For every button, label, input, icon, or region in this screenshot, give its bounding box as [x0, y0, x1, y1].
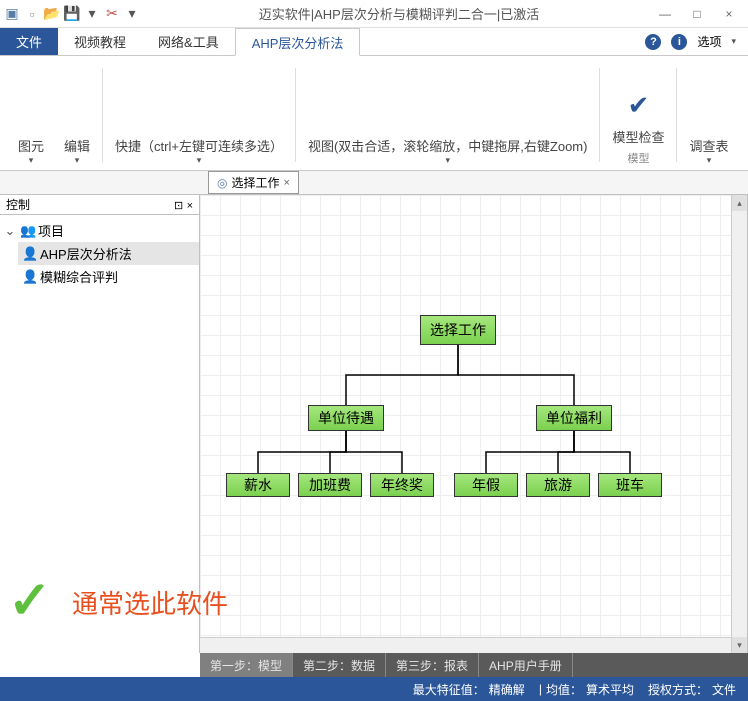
- chevron-down-icon: ▾: [29, 155, 34, 166]
- chevron-down-icon: ▾: [707, 155, 712, 166]
- status-eigenvalue-value: 精确解: [489, 681, 525, 698]
- step-manual[interactable]: AHP用户手册: [479, 653, 573, 677]
- ribbon-group-quick[interactable]: 快捷（ctrl+左键可连续多选） ▾: [105, 60, 293, 170]
- status-eigenvalue-label: 最大特征值：: [413, 681, 485, 698]
- person-icon: 👤: [22, 246, 36, 262]
- close-panel-icon[interactable]: ×: [187, 200, 193, 212]
- options-link[interactable]: 选项: [697, 33, 721, 50]
- ribbon-group-element[interactable]: 图元 ▾: [8, 60, 54, 170]
- qat-dropdown-icon[interactable]: ▾: [84, 6, 100, 22]
- canvas-area: 选择工作单位待遇 单位福利薪水加班费年终奖年假旅游班车 ▴ ▾: [200, 195, 748, 653]
- tab-ahp[interactable]: AHP层次分析法: [235, 28, 361, 56]
- ribbon-section-label: 模型: [627, 150, 649, 166]
- horizontal-scrollbar[interactable]: [200, 637, 731, 653]
- person-icon: 👤: [22, 269, 36, 285]
- diagram-node[interactable]: 选择工作: [420, 315, 496, 345]
- collapse-icon[interactable]: ⌄: [4, 223, 16, 239]
- diagram-node[interactable]: 加班费: [298, 473, 362, 497]
- ribbon-group-edit[interactable]: 编辑 ▾: [54, 60, 100, 170]
- minimize-button[interactable]: —: [658, 7, 672, 21]
- chevron-down-icon: ▾: [445, 155, 450, 166]
- options-dropdown-icon[interactable]: ▾: [731, 36, 736, 47]
- ribbon-group-survey[interactable]: 调查表 ▾: [679, 60, 738, 170]
- ribbon: 图元 ▾ 编辑 ▾ 快捷（ctrl+左键可连续多选） ▾ 视图(双击合适，滚轮缩…: [0, 56, 748, 171]
- app-icon: ▣: [4, 6, 20, 22]
- sidebar-header: 控制 ⊡ ×: [0, 195, 199, 215]
- open-icon[interactable]: 📂: [44, 6, 60, 22]
- pin-icon[interactable]: ⊡: [174, 200, 183, 212]
- annotation-check-icon: ✓: [8, 571, 52, 631]
- document-tabs: ◎ 选择工作 ×: [0, 171, 748, 195]
- close-icon[interactable]: ×: [284, 177, 290, 189]
- window-title: 迈实软件|AHP层次分析与模糊评判二合一|已激活: [140, 4, 658, 23]
- diagram-node[interactable]: 单位待遇: [308, 405, 384, 431]
- ribbon-group-view[interactable]: 视图(双击合适，滚轮缩放，中键拖屏,右键Zoom) ▾: [298, 60, 598, 170]
- diagram-node[interactable]: 年终奖: [370, 473, 434, 497]
- status-auth-label: 授权方式：: [648, 681, 708, 698]
- tools-icon[interactable]: ✂: [104, 6, 120, 22]
- document-tab[interactable]: ◎ 选择工作 ×: [208, 171, 299, 194]
- project-tree: ⌄ 👥 项目 👤 AHP层次分析法 👤 模糊综合评判: [0, 215, 199, 292]
- chevron-down-icon: ▾: [75, 155, 80, 166]
- scroll-down-icon[interactable]: ▾: [732, 637, 747, 653]
- tree-item-ahp[interactable]: 👤 AHP层次分析法: [18, 242, 199, 265]
- window-buttons: — □ ×: [658, 7, 744, 21]
- doc-icon: ◎: [217, 176, 227, 190]
- titlebar: ▣ ▫ 📂 💾 ▾ ✂ ▾ 迈实软件|AHP层次分析与模糊评判二合一|已激活 —…: [0, 0, 748, 28]
- tools-dropdown-icon[interactable]: ▾: [124, 6, 140, 22]
- diagram-node[interactable]: 单位福利: [536, 405, 612, 431]
- ribbon-tabs: 文件 视频教程 网络&工具 AHP层次分析法 ? i 选项 ▾: [0, 28, 748, 56]
- tab-video[interactable]: 视频教程: [58, 28, 142, 55]
- status-auth-value: 文件: [712, 681, 736, 698]
- diagram-node[interactable]: 薪水: [226, 473, 290, 497]
- tree-root[interactable]: ⌄ 👥 项目: [0, 219, 199, 242]
- chevron-down-icon: ▾: [197, 155, 202, 166]
- close-button[interactable]: ×: [722, 7, 736, 21]
- diagram-node[interactable]: 年假: [454, 473, 518, 497]
- tab-file[interactable]: 文件: [0, 28, 58, 55]
- steps-bar: 第一步：模型 第二步：数据 第三步：报表 AHP用户手册: [200, 653, 748, 677]
- statusbar: 最大特征值： 精确解 | 均值： 算术平均 授权方式： 文件: [0, 677, 748, 701]
- sidebar-title: 控制: [6, 196, 30, 213]
- annotation-text: 通常选此软件: [72, 584, 228, 621]
- project-icon: 👥: [20, 223, 34, 239]
- step-data[interactable]: 第二步：数据: [293, 653, 386, 677]
- doc-tab-label: 选择工作: [231, 174, 279, 191]
- save-icon[interactable]: 💾: [64, 6, 80, 22]
- new-icon[interactable]: ▫: [24, 6, 40, 22]
- status-mean-label: 均值：: [546, 681, 582, 698]
- tab-network[interactable]: 网络&工具: [142, 28, 235, 55]
- diagram-canvas[interactable]: 选择工作单位待遇 单位福利薪水加班费年终奖年假旅游班车: [200, 195, 731, 637]
- scroll-up-icon[interactable]: ▴: [732, 195, 747, 211]
- status-mean-value: 算术平均: [586, 681, 634, 698]
- vertical-scrollbar[interactable]: ▴ ▾: [731, 195, 747, 653]
- check-icon: ✔: [628, 90, 650, 121]
- diagram-node[interactable]: 班车: [598, 473, 662, 497]
- diagram-node[interactable]: 旅游: [526, 473, 590, 497]
- step-model[interactable]: 第一步：模型: [200, 653, 293, 677]
- diagram-edges: [200, 195, 731, 637]
- help-icon[interactable]: ?: [645, 34, 661, 50]
- maximize-button[interactable]: □: [690, 7, 704, 21]
- ribbon-group-modelcheck[interactable]: ✔ 模型检查 模型: [602, 60, 674, 170]
- info-icon[interactable]: i: [671, 34, 687, 50]
- step-report[interactable]: 第三步：报表: [386, 653, 479, 677]
- quick-access-toolbar: ▣ ▫ 📂 💾 ▾ ✂ ▾: [4, 6, 140, 22]
- tree-item-fuzzy[interactable]: 👤 模糊综合评判: [18, 265, 199, 288]
